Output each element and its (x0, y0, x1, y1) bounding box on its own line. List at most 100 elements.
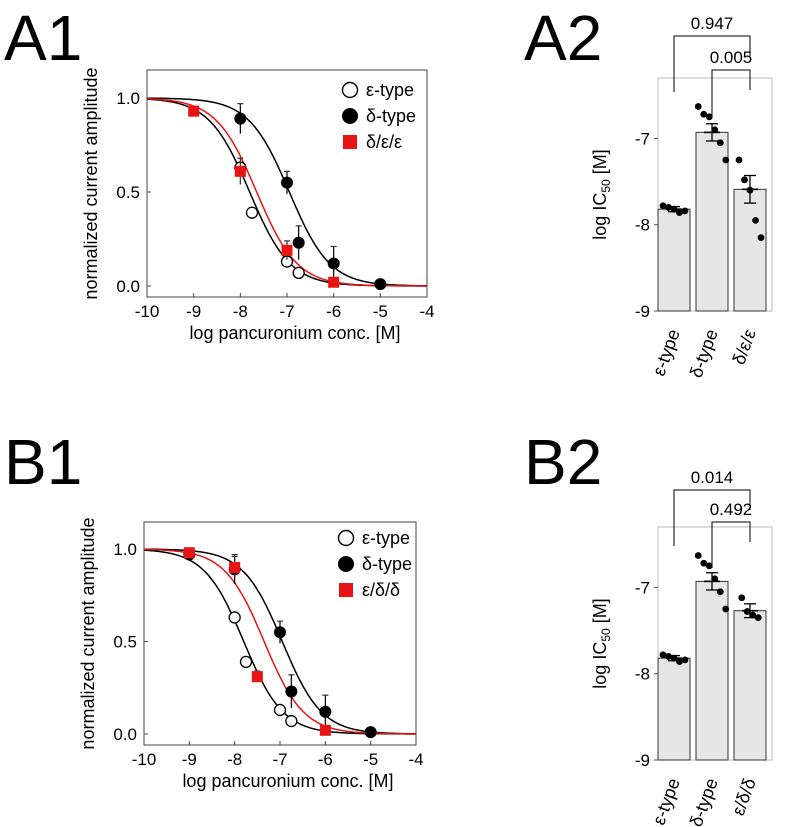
x-axis-label: log pancuronium conc. [M] (182, 771, 393, 791)
data-point-red-square (183, 547, 195, 559)
individual-data-point (735, 156, 743, 164)
data-point-red-square (229, 562, 241, 573)
y-tick-label: 0.5 (116, 183, 140, 202)
y-tick-label: -7 (635, 578, 650, 597)
comparison-bracket (711, 521, 751, 568)
data-point-filled-circle (319, 705, 332, 718)
legend-marker-open-circle (337, 529, 355, 547)
y-axis-label: log IC50 [M] (590, 598, 613, 688)
data-point-red-square (188, 105, 200, 117)
y-tick-label: 1.0 (113, 540, 137, 559)
individual-data-point (705, 562, 713, 570)
comparison-bracket (673, 35, 751, 92)
individual-data-point (711, 126, 719, 134)
panel-label-b2: B2 (524, 426, 603, 498)
category-label: δ-type (686, 776, 722, 827)
individual-data-point (746, 186, 754, 194)
y-tick-label: 0.5 (113, 633, 137, 652)
individual-data-point (700, 110, 708, 118)
data-point-filled-circle (364, 726, 377, 739)
y-axis-label: normalized current amplitude (81, 67, 101, 299)
panel-label-a2: A2 (524, 2, 603, 74)
dose-response-chart-a1: -10 -9 -8 -7 -6 -5 -4 0.0 0.5 1.0 log pancuronium … (81, 67, 435, 343)
data-point-red-square (251, 671, 263, 683)
individual-data-point (741, 176, 748, 184)
individual-data-point (716, 139, 724, 147)
data-point-open-circle (292, 266, 305, 279)
panel-label-b1: B1 (4, 426, 83, 498)
legend-label: ε-type (366, 80, 414, 100)
y-tick-label: 0.0 (116, 277, 140, 296)
individual-data-point (757, 234, 765, 242)
individual-data-point (676, 658, 683, 666)
individual-data-point (659, 202, 667, 210)
data-point-open-circle (245, 206, 259, 219)
individual-data-point (722, 605, 730, 613)
individual-data-point (716, 588, 724, 596)
comparison-bracket (711, 69, 751, 116)
data-point-filled-circle (281, 176, 293, 189)
legend-label: δ-type (362, 554, 412, 574)
y-tick-label: 0.0 (113, 725, 137, 744)
individual-data-point (749, 611, 757, 619)
data-point-filled-circle (292, 236, 305, 249)
individual-data-point (665, 204, 672, 211)
bar (657, 657, 691, 761)
x-tick-label: -8 (227, 750, 242, 769)
legend-marker-red-square (339, 583, 353, 597)
x-tick-label: -8 (233, 302, 248, 321)
data-point-filled-circle (274, 626, 286, 639)
x-tick-label: -4 (419, 302, 434, 321)
data-point-open-circle (239, 655, 253, 668)
individual-data-point (711, 575, 719, 583)
x-tick-label: -10 (132, 750, 157, 769)
y-tick-label: -9 (635, 302, 650, 321)
individual-data-point (752, 216, 759, 224)
data-point-red-square (234, 165, 246, 177)
category-label: δ-type (686, 327, 722, 381)
p-value-label: 0.492 (710, 500, 753, 519)
individual-data-point (670, 654, 678, 662)
p-value-label: 0.014 (691, 468, 734, 487)
individual-data-point (681, 656, 689, 664)
legend-marker-filled-circle (338, 556, 354, 572)
data-point-red-square (319, 724, 331, 736)
x-tick-label: -9 (182, 750, 197, 769)
p-value-label: 0.947 (691, 14, 734, 33)
bar (657, 208, 691, 312)
individual-data-point (659, 651, 667, 659)
x-tick-label: -6 (326, 302, 341, 321)
legend-label: ε-type (362, 528, 410, 548)
category-label: ε-type (649, 327, 684, 379)
dose-response-chart-b1: -10 -9 -8 -7 -6 -5 -4 0.0 0.5 1.0 log pancuronium … (78, 517, 424, 791)
y-axis-label-main: log IC (590, 193, 610, 240)
y-tick-label: -8 (635, 665, 650, 684)
individual-data-point (722, 156, 730, 164)
ic50-bar-chart-b2: -9 -8 -7 log IC50 [M] ε-type δ-type ε/δ/δ 0.014… (590, 468, 773, 827)
y-tick-label: -7 (635, 129, 650, 148)
bar (695, 580, 729, 761)
x-tick-label: -7 (272, 750, 287, 769)
data-point-filled-circle (234, 112, 247, 125)
individual-data-point (738, 594, 746, 602)
x-tick-label: -4 (408, 750, 423, 769)
data-point-filled-circle (374, 278, 387, 291)
x-tick-label: -10 (135, 302, 160, 321)
y-tick-label: 1.0 (116, 89, 140, 108)
individual-data-point (705, 113, 713, 121)
y-axis-label: log IC50 [M] (590, 149, 613, 239)
data-point-red-square (281, 244, 293, 256)
ic50-bar-chart-a2: -9 -8 -7 log IC50 [M] ε-type δ-type δ/ε/ε 0.947… (590, 14, 773, 381)
data-point-open-circle (228, 611, 241, 624)
legend-label: ε/δ/δ (362, 580, 400, 600)
y-tick-label: -8 (635, 216, 650, 235)
y-axis-label-subscript: 50 (599, 628, 613, 642)
y-axis-label: normalized current amplitude (78, 517, 98, 749)
category-label: ε/δ/δ (728, 776, 760, 819)
category-label: ε-type (649, 776, 684, 827)
data-point-open-circle (273, 703, 287, 717)
legend-marker-filled-circle (342, 108, 358, 124)
legend-marker-red-square (343, 135, 357, 149)
individual-data-point (676, 209, 683, 217)
individual-data-point (670, 205, 678, 213)
